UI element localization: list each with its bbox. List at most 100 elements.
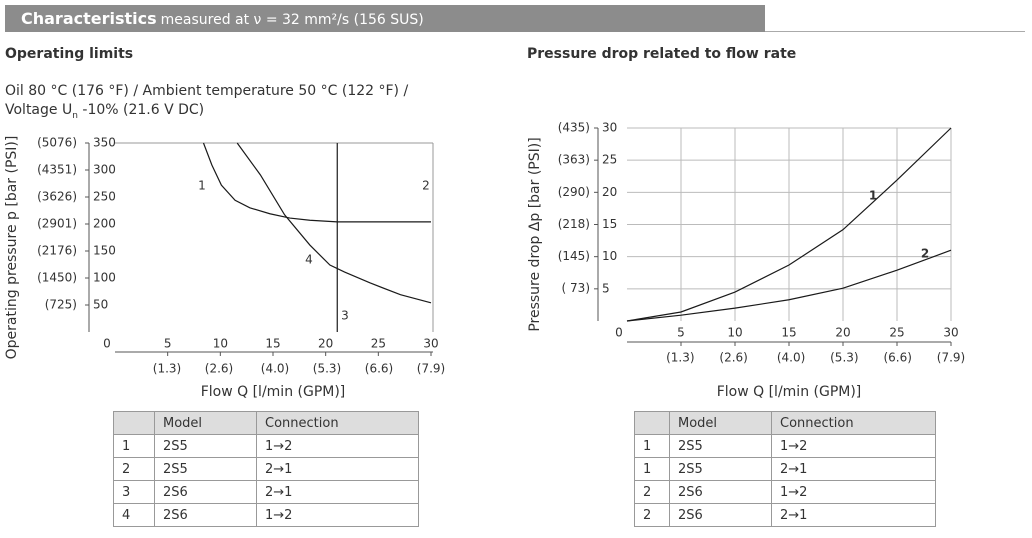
x-tick-label: 15 — [781, 326, 796, 340]
table-header-cell: Model — [154, 411, 257, 435]
table-row: 2 2S6 1→2 — [634, 480, 936, 504]
y2-tick-label: (3626) — [37, 189, 77, 203]
y2-tick-label: (145) — [558, 249, 590, 263]
x2-tick-label: (6.6) — [365, 362, 393, 376]
y-tick-label: 5 — [602, 281, 610, 295]
curve-label: 4 — [305, 253, 313, 267]
x-tick-label: 0 — [103, 337, 111, 351]
curve-label: 1 — [869, 189, 877, 203]
table-cell: 2→1 — [256, 457, 419, 481]
table-cell: 1→2 — [771, 434, 936, 458]
table-row: Model Connection — [634, 411, 936, 435]
x-tick-label: 0 — [615, 326, 623, 340]
table-row: 1 2S5 1→2 — [113, 434, 419, 458]
table-cell: 4 — [113, 503, 155, 527]
y2-tick-label: (725) — [45, 298, 77, 312]
table-cell: 1 — [634, 457, 670, 481]
x-axis-label: Flow Q [l/min (GPM)] — [717, 384, 862, 400]
table-row: 2 2S5 2→1 — [113, 457, 419, 481]
table-header-cell: Connection — [771, 411, 936, 435]
table-row: 2 2S6 2→1 — [634, 503, 936, 527]
table-header-cell: Model — [669, 411, 772, 435]
conditions-line: Voltage Un -10% (21.6 V DC) — [5, 102, 204, 121]
table-cell: 2S6 — [669, 480, 772, 504]
curve-label: 2 — [422, 179, 430, 193]
table-cell: 3 — [113, 480, 155, 504]
y2-tick-label: (2901) — [37, 216, 77, 230]
x-tick-label: 30 — [423, 337, 438, 351]
table-cell: 2S5 — [154, 434, 257, 458]
y-tick-label: 350 — [93, 136, 116, 150]
x2-tick-label: (4.0) — [261, 362, 289, 376]
header-rule — [765, 31, 1025, 32]
y-tick-label: 250 — [93, 190, 116, 204]
table-header-cell — [113, 411, 155, 435]
y-tick-label: 150 — [93, 244, 116, 258]
conditions-text: Voltage U — [5, 102, 73, 118]
y-tick-label: 10 — [602, 249, 617, 263]
table-cell: 1 — [113, 434, 155, 458]
table-cell: 2 — [634, 480, 670, 504]
y2-tick-label: (435) — [558, 121, 590, 135]
table-cell: 2S5 — [154, 457, 257, 481]
curve — [626, 127, 952, 322]
table-row: 3 2S6 2→1 — [113, 480, 419, 504]
x2-tick-label: (5.3) — [313, 362, 341, 376]
x2-tick-label: (4.0) — [777, 351, 805, 365]
header-title: Characteristics — [21, 9, 157, 28]
table-cell: 1→2 — [256, 503, 419, 527]
curve-label: 3 — [341, 309, 349, 323]
x-tick-label: 5 — [164, 337, 172, 351]
y2-tick-label: ( 73) — [562, 281, 590, 295]
x2-tick-label: (7.9) — [417, 362, 445, 376]
conditions-text: -10% (21.6 V DC) — [82, 102, 205, 118]
table-cell: 2 — [113, 457, 155, 481]
table-header-cell — [634, 411, 670, 435]
x-tick-label: 20 — [835, 326, 850, 340]
conditions-line: Oil 80 °C (176 °F) / Ambient temperature… — [5, 83, 409, 99]
x2-tick-label: (1.3) — [153, 362, 181, 376]
y-tick-label: 300 — [93, 163, 116, 177]
table-cell: 2→1 — [771, 503, 936, 527]
y2-tick-label: (290) — [558, 185, 590, 199]
y2-tick-label: (363) — [558, 152, 590, 166]
table-row: 1 2S5 2→1 — [634, 457, 936, 481]
table-cell: 2→1 — [771, 457, 936, 481]
y-axis-label: Pressure drop Δp [bar (PSI)] — [527, 137, 543, 331]
chart-title: Operating limits — [5, 46, 134, 62]
table-row: Model Connection — [113, 411, 419, 435]
y2-tick-label: (218) — [558, 217, 590, 231]
curve-label: 1 — [198, 179, 206, 193]
x-tick-label: 30 — [943, 326, 958, 340]
y2-tick-label: (5076) — [37, 136, 77, 150]
table-cell: 2 — [634, 503, 670, 527]
x2-tick-label: (1.3) — [666, 351, 694, 365]
y-tick-label: 25 — [602, 153, 617, 167]
table-row: 1 2S5 1→2 — [634, 434, 936, 458]
curve — [202, 142, 338, 223]
x2-tick-label: (6.6) — [883, 351, 911, 365]
x2-tick-label: (5.3) — [830, 351, 858, 365]
y-tick-label: 100 — [93, 271, 116, 285]
table-cell: 1→2 — [256, 434, 419, 458]
table-cell: 1→2 — [771, 480, 936, 504]
table-cell: 2S5 — [669, 457, 772, 481]
chart-title: Pressure drop related to flow rate — [527, 46, 797, 62]
x-axis-label: Flow Q [l/min (GPM)] — [201, 384, 346, 400]
x-tick-label: 25 — [371, 337, 386, 351]
table-header-cell: Connection — [256, 411, 419, 435]
y2-tick-label: (1450) — [37, 271, 77, 285]
x-tick-label: 20 — [318, 337, 333, 351]
x-tick-label: 15 — [265, 337, 280, 351]
table-cell: 2S6 — [154, 480, 257, 504]
y-axis-label: Operating pressure p [bar (PSI)] — [4, 136, 20, 360]
x-tick-label: 5 — [677, 326, 685, 340]
section-header: Characteristics measured at ν = 32 mm²/s … — [5, 5, 765, 32]
x-tick-label: 10 — [213, 337, 228, 351]
x-tick-label: 25 — [889, 326, 904, 340]
curve — [626, 249, 952, 322]
y-tick-label: 50 — [93, 298, 108, 312]
curve — [236, 142, 432, 304]
table-row: 4 2S6 1→2 — [113, 503, 419, 527]
